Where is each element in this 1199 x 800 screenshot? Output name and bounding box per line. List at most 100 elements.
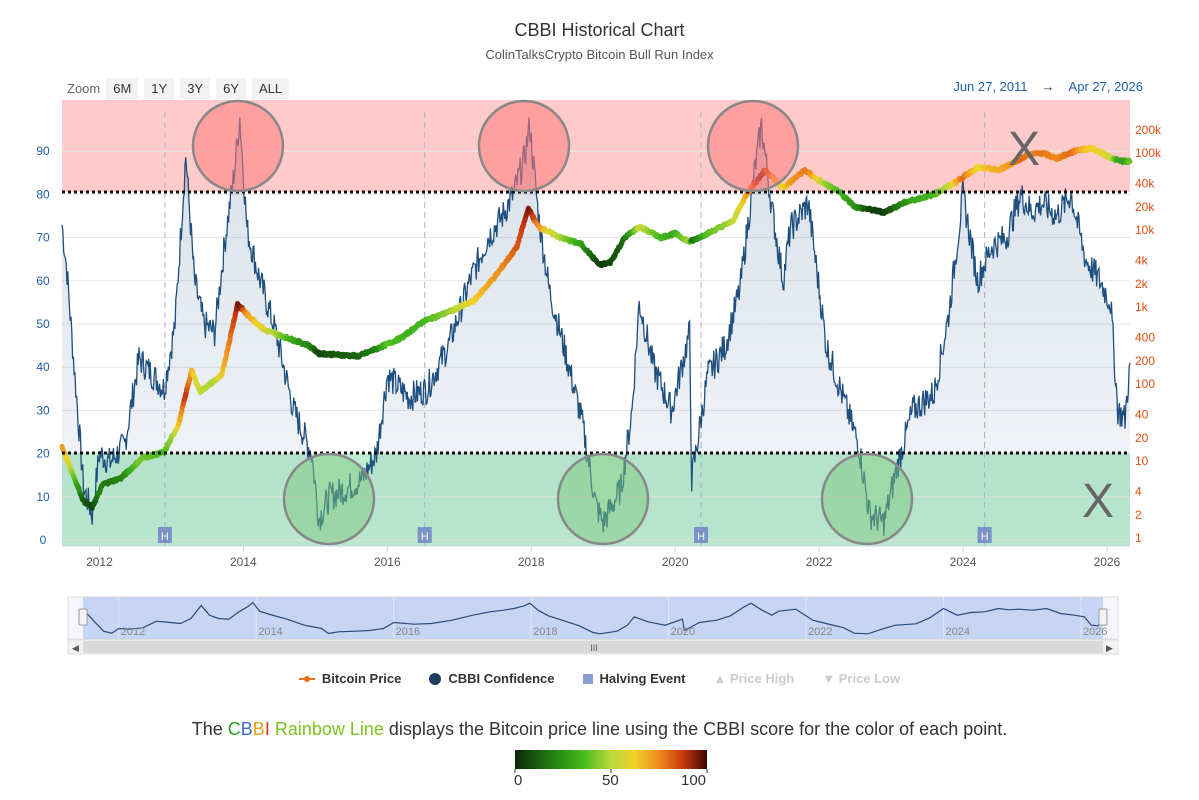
legend-halving-event[interactable]: Halving Event [582,671,686,686]
price-axis: 1 2 4 10 20 40 100 200 400 1k 2k 4k 10k 20k 40k 100k 200… [1135,123,1162,545]
navigator-tick-label: 2016 [396,626,420,638]
bottom-circle-2015 [282,452,376,546]
colorbar-min-label: 0 [514,772,523,789]
price-tick-label: 200k [1135,123,1162,137]
navigator-handle-right[interactable] [1098,608,1108,626]
cbbi-tick-label: 30 [36,403,50,417]
legend-label: ▲ Price High [713,671,795,686]
halving-symbol [582,673,593,684]
navigator-tick-label: 2022 [808,626,832,638]
price-segment [178,408,185,416]
x-tick-label: 2018 [518,555,545,569]
cbbi-tick-label: 70 [36,231,50,245]
price-segment [186,374,193,384]
cbbi-tick-label: 90 [36,144,50,158]
zoom-6m-button[interactable]: 6M [106,78,139,99]
legend-label: Halving Event [599,671,686,686]
range-arrow: → [1041,79,1055,94]
cbbi-axis: 0 10 20 30 40 50 60 70 80 90 [36,144,50,547]
price-line [59,144,1133,511]
price-segment [1126,159,1133,165]
x-tick-label: 2020 [662,555,689,569]
x-tick-label: 2012 [86,555,113,569]
navigator-line [82,601,1104,635]
x-tick-label: 2024 [950,555,977,569]
cbbi-symbol [429,672,442,685]
price-segment [222,351,230,363]
price-tick-label: 1k [1135,300,1149,314]
legend-label: CBBI Confidence [448,671,555,686]
caption-c3: B [252,719,265,739]
colorbar-mid-label: 50 [602,772,619,789]
colorbar-max-label: 100 [681,772,707,789]
chart-subtitle: ColinTalksCrypto Bitcoin Bull Run Index [485,47,714,62]
navigator-tick-label: 2024 [946,626,970,638]
legend-price-low[interactable]: ▼ Price Low [822,671,900,686]
price-tick-label: 20 [1135,431,1149,445]
price-tick-label: 100 [1135,377,1155,391]
zoom-1y-button[interactable]: 1Y [144,78,175,99]
legend-label: Bitcoin Price [321,671,402,686]
legend-price-high[interactable]: ▲ Price High [713,671,794,686]
zoom-all-button[interactable]: ALL [252,78,290,99]
price-tick-label: 40 [1135,408,1149,422]
price-line-symbol [298,675,315,682]
navigator-tick-label: 2026 [1083,626,1107,638]
legend-bitcoin-price[interactable]: Bitcoin Price [298,671,402,686]
scroll-right-arrow[interactable]: ▶ [1106,644,1113,654]
caption-before: The [191,719,228,739]
caption-after: displays the Bitcoin price line using th… [383,719,1008,739]
x-mark-top: X [1008,123,1040,176]
zoom-label: Zoom [67,81,101,96]
price-tick-label: 10 [1135,454,1149,468]
zoom-6y-button[interactable]: 6Y [216,78,247,99]
navigator-labels: 2012 2014 2016 2018 2020 2022 2024 2026 [121,626,1108,638]
caption-c4: I [264,719,270,739]
price-tick-label: 2k [1135,277,1149,291]
range-from-input[interactable]: Jun 27, 2011 [953,79,1028,94]
price-tick-label: 40k [1135,177,1155,191]
cbbi-tick-label: 40 [36,360,50,374]
price-tick-label: 400 [1135,331,1155,345]
price-tick-label: 200 [1135,354,1155,368]
navigator-tick-label: 2020 [671,626,695,638]
price-tick-label: 4 [1135,485,1142,499]
x-tick-label: 2022 [806,555,833,569]
caption-c2: B [240,719,253,739]
caption: The CBBI Rainbow Line displays the Bitco… [0,719,1199,740]
scroll-left-arrow[interactable]: ◀ [72,644,79,654]
navigator-tick-label: 2018 [533,626,557,638]
price-tick-label: 4k [1135,254,1149,268]
price-tick-label: 100k [1135,146,1162,160]
range-to-input[interactable]: Apr 27, 2026 [1068,79,1143,94]
navigator-handle-left[interactable] [78,608,88,626]
cbbi-tick-label: 0 [40,533,47,547]
top-circle-2017 [477,99,571,193]
chart-title: CBBI Historical Chart [514,20,685,40]
x-axis: 2012 2014 2016 2018 2020 2022 2024 2026 [62,545,1130,569]
legend: Bitcoin Price CBBI Confidence Halving Ev… [0,671,1199,686]
cbbi-tick-label: 80 [36,187,50,201]
price-segment [515,238,522,245]
navigator-tick-label: 2012 [121,626,145,638]
zoom-3y-button[interactable]: 3Y [180,78,211,99]
cbbi-tick-label: 10 [36,490,50,504]
price-segment [226,335,233,346]
price-tick-label: 10k [1135,223,1155,237]
price-tick-label: 20k [1135,200,1155,214]
cbbi-tick-label: 50 [36,317,50,331]
legend-label: ▼ Price Low [822,671,901,686]
cbbi-tick-label: 60 [36,274,50,288]
price-segment [589,253,597,260]
legend-cbbi-confidence[interactable]: CBBI Confidence [429,671,555,686]
scrollbar-thumb[interactable] [83,641,1103,653]
bottom-circle-2019 [556,452,650,546]
caption-rainbow: Rainbow Line [269,719,384,739]
bottom-circle-2022 [820,452,914,546]
navigator-tick-label: 2014 [258,626,282,638]
navigator[interactable]: 2012 2014 2016 2018 2020 2022 2024 2026 [67,596,1119,640]
x-tick-label: 2014 [230,555,257,569]
price-tick-label: 1 [1135,531,1142,545]
x-mark-bottom: X [1082,475,1114,528]
